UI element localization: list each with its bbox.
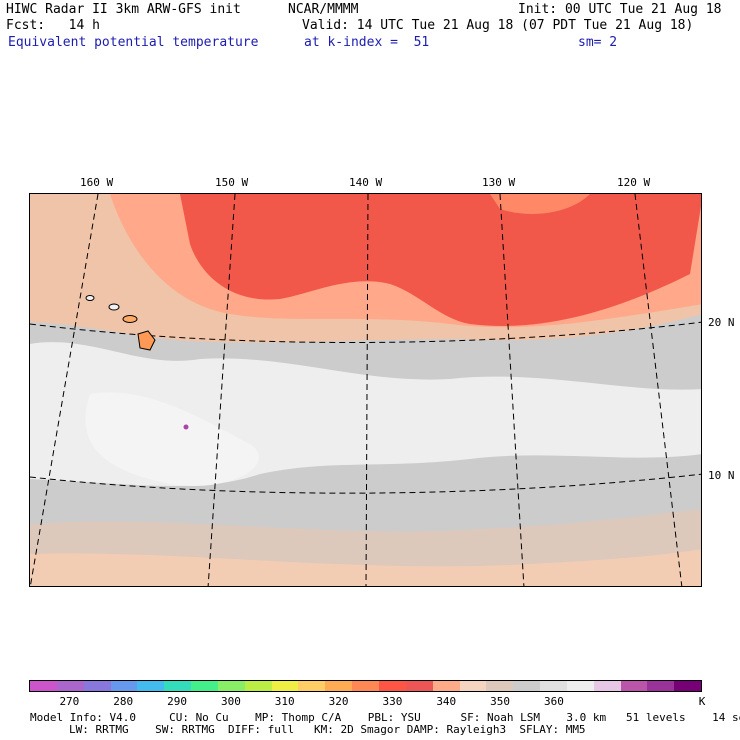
lon-label-130w: 130 W bbox=[482, 176, 516, 189]
colorbar-swatch bbox=[271, 681, 299, 691]
colorbar-tick-label: 320 bbox=[328, 695, 349, 708]
colorbar-swatch bbox=[352, 681, 379, 691]
lon-label-140w: 140 W bbox=[349, 176, 383, 189]
colorbar-swatch bbox=[164, 681, 192, 691]
lon-label-120w: 120 W bbox=[617, 176, 651, 189]
field-name: Equivalent potential temperature bbox=[8, 35, 259, 50]
colorbar-tick-label: 270 bbox=[59, 695, 80, 708]
colorbar bbox=[29, 680, 702, 692]
colorbar-tick-label: 350 bbox=[490, 695, 511, 708]
colorbar-tick-label: 360 bbox=[544, 695, 564, 708]
cyclone-cloud bbox=[85, 392, 259, 486]
colorbar-swatch bbox=[486, 681, 514, 691]
lon-label-160w: 160 W bbox=[80, 176, 114, 189]
colorbar-swatch bbox=[30, 681, 57, 691]
lat-label-20n: 20 N bbox=[708, 316, 735, 329]
colorbar-swatch bbox=[432, 681, 460, 691]
island-maui bbox=[122, 315, 138, 323]
colorbar-tick-label: 280 bbox=[113, 695, 134, 708]
colorbar-swatch bbox=[647, 681, 675, 691]
colorbar-tick-label: 330 bbox=[382, 695, 403, 708]
warm-core-notch bbox=[490, 194, 590, 214]
colorbar-swatch bbox=[459, 681, 487, 691]
valid-time: Valid: 14 UTC Tue 21 Aug 18 (07 PDT Tue … bbox=[302, 18, 694, 33]
level-label: at k-index = 51 bbox=[304, 35, 430, 50]
smoothing-label: sm= 2 bbox=[578, 35, 618, 50]
map-canvas bbox=[30, 194, 701, 586]
island-big-island bbox=[137, 330, 156, 351]
colorbar-swatch bbox=[83, 681, 111, 691]
island-oahu bbox=[108, 303, 120, 311]
meridian-160w bbox=[30, 194, 99, 586]
graticule bbox=[30, 194, 701, 586]
warm-core-region bbox=[180, 194, 701, 326]
colorbar-swatch bbox=[325, 681, 353, 691]
meridian-150w bbox=[207, 194, 236, 586]
colorbar-tick-label: 310 bbox=[274, 695, 295, 708]
colorbar-swatch bbox=[298, 681, 326, 691]
organization-label: NCAR/MMMM bbox=[288, 2, 359, 17]
colorbar-swatch bbox=[56, 681, 84, 691]
colorbar-swatch bbox=[593, 681, 621, 691]
model-title: HIWC Radar II 3km ARW-GFS init bbox=[6, 2, 241, 17]
lat-label-10n: 10 N bbox=[708, 469, 735, 482]
colorbar-swatch bbox=[620, 681, 648, 691]
colorbar-swatch bbox=[244, 681, 272, 691]
colorbar-swatch bbox=[191, 681, 218, 691]
colorbar-swatch bbox=[137, 681, 165, 691]
model-info-line2: LW: RRTMG SW: RRTMG DIFF: full KM: 2D Sm… bbox=[69, 723, 586, 736]
colorbar-swatch bbox=[405, 681, 433, 691]
lon-label-150w: 150 W bbox=[215, 176, 249, 189]
hawaii-islands bbox=[85, 295, 156, 351]
init-time: Init: 00 UTC Tue 21 Aug 18 bbox=[518, 2, 722, 17]
forecast-hour: Fcst: 14 h bbox=[6, 18, 100, 33]
storm-center-marker bbox=[183, 424, 189, 430]
colorbar-tick-label: 290 bbox=[167, 695, 187, 708]
colorbar-tick-label: K bbox=[698, 695, 706, 708]
southern-warm-band bbox=[30, 549, 701, 586]
model-info-line1: Model Info: V4.0 CU: No Cu MP: Thomp C/A… bbox=[30, 711, 740, 724]
colorbar-tick-label: 300 bbox=[220, 695, 241, 708]
colorbar-swatch bbox=[540, 681, 567, 691]
theta-e-map bbox=[29, 193, 702, 587]
meridian-140w bbox=[365, 194, 369, 586]
colorbar-swatch bbox=[217, 681, 245, 691]
colorbar-swatch bbox=[378, 681, 406, 691]
colorbar-swatch bbox=[110, 681, 138, 691]
meridian-120w bbox=[634, 194, 683, 586]
colorbar-swatch bbox=[674, 681, 702, 691]
colorbar-swatch bbox=[513, 681, 541, 691]
colorbar-swatch bbox=[566, 681, 594, 691]
island-kauai bbox=[85, 295, 95, 301]
colorbar-tick-label: 340 bbox=[436, 695, 457, 708]
meridian-130w bbox=[499, 194, 525, 586]
